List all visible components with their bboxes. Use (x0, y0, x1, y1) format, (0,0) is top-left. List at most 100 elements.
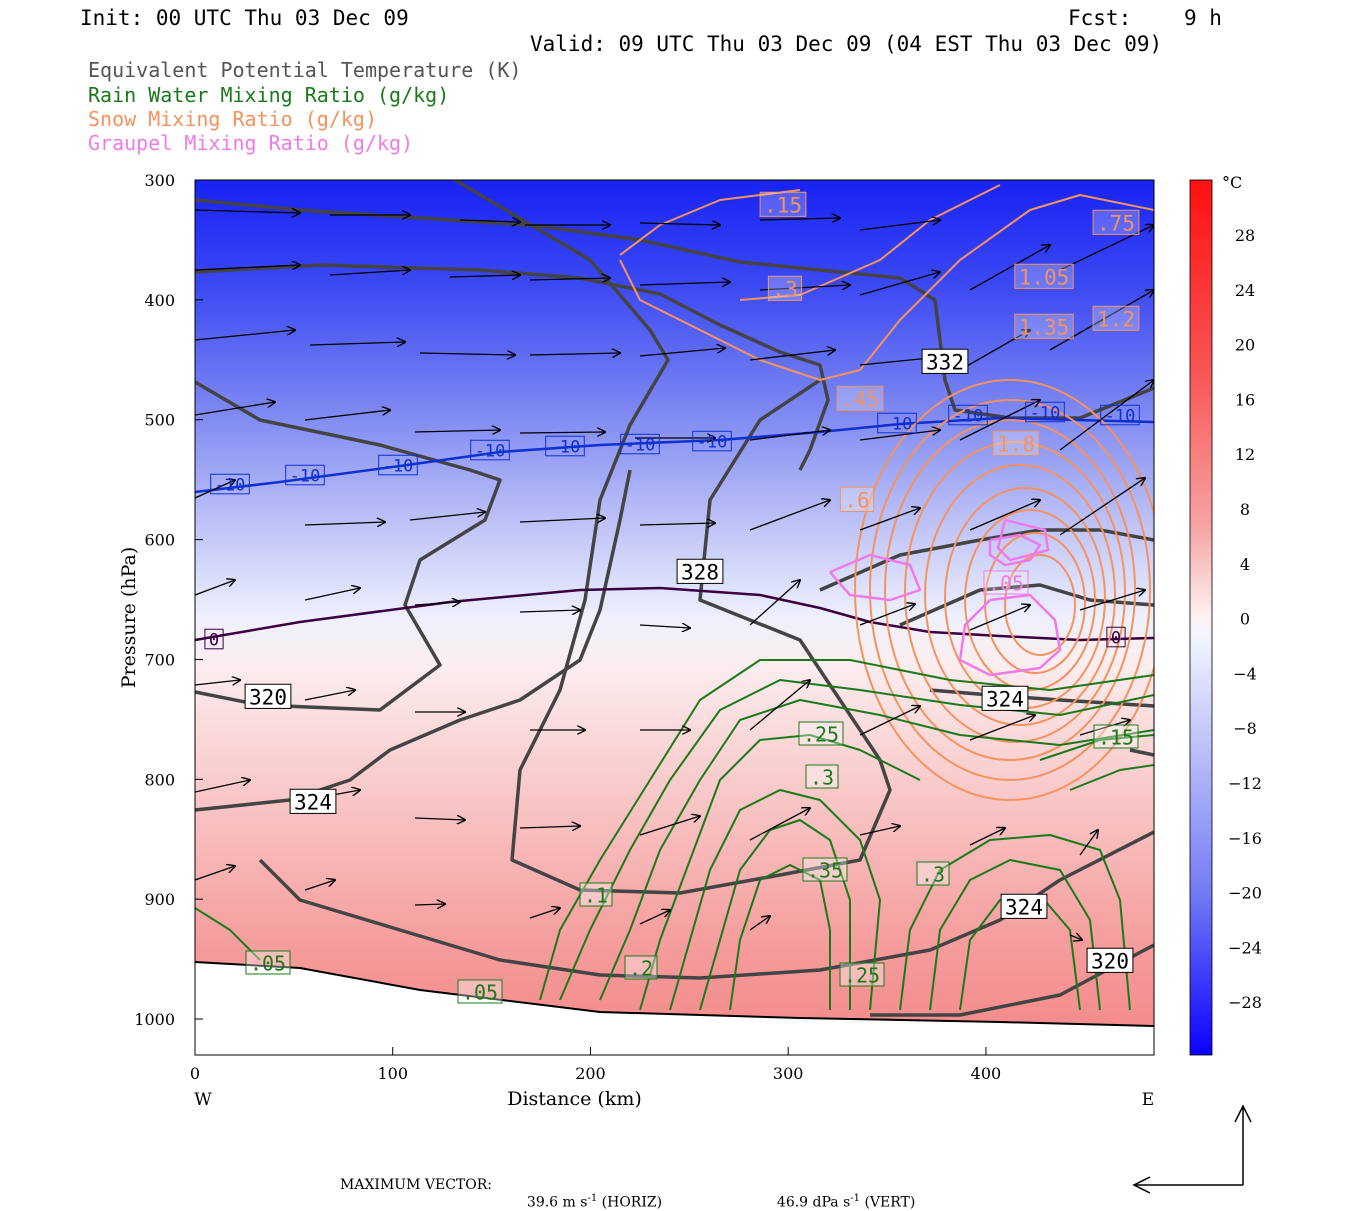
minus10-label: -10 (625, 436, 656, 456)
snow-contour (884, 419, 1136, 761)
colorbar-tick-label: 28 (1235, 226, 1255, 245)
wind-arrow (1079, 590, 1145, 611)
theta-e-label-box (676, 558, 724, 584)
y-tick-label: 600 (144, 531, 175, 550)
snow-label: .6 (844, 489, 869, 513)
rain-label-box (457, 979, 503, 1004)
wind-arrow (304, 588, 360, 601)
colorbar-tick-label: −28 (1228, 993, 1262, 1012)
max-vector-vert: 46.9 dPa s-1 (VERT) (776, 1193, 916, 1211)
rain-contour (699, 819, 851, 1011)
graupel-contour (829, 553, 922, 602)
west-label: W (194, 1090, 212, 1110)
wind-arrow (529, 908, 560, 919)
rain-contour (1069, 764, 1154, 791)
rain-label: .05 (462, 980, 498, 1004)
wind-arrow (859, 604, 915, 626)
theta-e-label-box (981, 685, 1029, 711)
theta-e-label: 324 (1005, 896, 1043, 920)
y-axis-label: Pressure (hPa) (118, 547, 140, 689)
minus10-label-box (877, 412, 917, 434)
snow-label: 1.8 (997, 433, 1035, 457)
colorbar-tick-label: −12 (1228, 774, 1262, 793)
wind-arrow (195, 780, 250, 793)
wind-arrow (519, 610, 580, 612)
init-time: Init: 00 UTC Thu 03 Dec 09 (80, 6, 409, 30)
zero-label-box (204, 628, 224, 650)
wind-arrow (519, 432, 605, 433)
x-tick-label: 100 (377, 1064, 408, 1083)
valid-time: Valid: 09 UTC Thu 03 Dec 09 (04 EST Thu … (530, 32, 1163, 56)
snow-label: .45 (841, 388, 879, 412)
legend-graupel: Graupel Mixing Ratio (g/kg) (88, 131, 414, 155)
forecast-hour: 9 h (1184, 6, 1222, 30)
minus10-label-box (948, 404, 988, 426)
wind-arrow (639, 523, 715, 525)
wind-arrow (969, 828, 1005, 846)
graupel-contour (988, 533, 1042, 567)
snow-label: .15 (764, 194, 802, 218)
graupel-label-box (983, 570, 1029, 595)
wind-arrow (859, 508, 920, 531)
wind-arrow (195, 580, 235, 596)
wind-arrow (329, 270, 410, 276)
theta-e-label: 324 (986, 688, 1024, 712)
snow-label-box (1092, 209, 1140, 235)
snow-label: 1.2 (1097, 308, 1135, 332)
rain-contour (599, 699, 1154, 1001)
minus10-label: -10 (1030, 404, 1061, 424)
rain-label-box (798, 721, 844, 746)
snow-contour (984, 532, 1086, 674)
rain-label-box (245, 950, 291, 975)
minus10-label-box (378, 454, 418, 476)
legend-theta-e: Equivalent Potential Temperature (K) (88, 58, 522, 82)
minus10-label-box (692, 430, 732, 452)
minus10-label: -10 (290, 467, 321, 487)
minus10-label-box (1025, 401, 1065, 423)
minus10-label: -10 (953, 407, 984, 427)
wind-arrow (639, 348, 725, 357)
x-tick-label: 0 (190, 1064, 200, 1083)
colorbar-unit: °C (1222, 173, 1242, 192)
rain-label: .05 (250, 951, 286, 975)
colorbar-tick-label: 4 (1240, 555, 1250, 574)
wind-arrow (859, 272, 940, 296)
wind-arrow (1059, 380, 1154, 451)
theta-e-label-box (244, 683, 292, 709)
colorbar-tick-label: 20 (1235, 336, 1255, 355)
theta-e-label-box (921, 348, 969, 374)
wind-arrow (759, 218, 840, 220)
rain-contour (195, 907, 261, 961)
rain-label: .15 (1098, 725, 1134, 749)
wind-arrow (959, 330, 1030, 371)
wind-arrow (749, 350, 835, 361)
wind-arrow (195, 680, 240, 686)
zero-label-box (1106, 626, 1126, 648)
theta-e-contour (899, 583, 1154, 627)
wind-arrow (304, 880, 335, 891)
colorbar-tick-label: −8 (1233, 719, 1257, 738)
minus10-label: -10 (475, 442, 506, 462)
colorbar-tick-label: 0 (1240, 610, 1250, 629)
wind-arrow (639, 223, 720, 225)
wind-arrow (304, 410, 390, 421)
forecast-label: Fcst: (1068, 6, 1132, 30)
snow-contour (739, 184, 1001, 301)
east-label: E (1142, 1090, 1154, 1110)
graupel-contour (958, 593, 1062, 677)
wind-arrow (859, 220, 940, 231)
snow-label-box (839, 486, 875, 512)
rain-contour (1039, 734, 1154, 761)
minus10-label: -10 (1105, 407, 1136, 427)
wind-arrow (195, 210, 300, 213)
snow-contour (869, 399, 1151, 781)
plot-frame (194, 179, 1155, 1056)
wind-arrow (414, 818, 465, 820)
wind-arrow (749, 916, 770, 931)
rain-label: .3 (921, 862, 945, 886)
y-tick-label: 400 (144, 291, 175, 310)
x-tick-label: 300 (773, 1064, 804, 1083)
snow-contour (964, 509, 1096, 691)
wind-arrow (749, 580, 800, 626)
